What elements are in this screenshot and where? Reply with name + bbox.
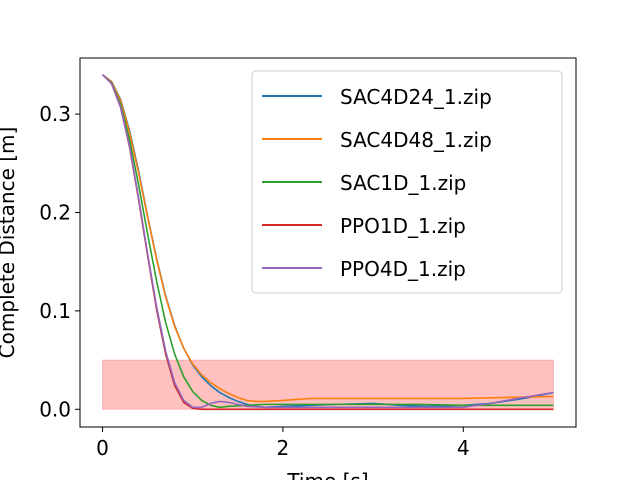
plot-frame <box>79 57 577 428</box>
legend-label-3: SAC1D_1.zip <box>340 171 466 195</box>
legend-label-4: PPO1D_1.zip <box>340 214 466 238</box>
legend-frame <box>251 70 563 294</box>
series-line-5 <box>101 74 554 409</box>
target-band-layer <box>102 359 554 410</box>
legend-items: SAC4D24_1.zip SAC4D48_1.zip SAC1D_1.zip PPO… <box>262 85 492 281</box>
legend-label-5: PPO4D_1.zip <box>340 257 466 281</box>
y-tick-label: 0.3 <box>39 102 71 126</box>
y-tick-label: 0.1 <box>39 299 71 323</box>
series-layer <box>101 74 554 411</box>
legend-label-2: SAC4D48_1.zip <box>340 128 492 152</box>
legend: SAC4D24_1.zip SAC4D48_1.zip SAC1D_1.zip PPO… <box>251 70 563 294</box>
x-tick-label: 4 <box>457 436 470 460</box>
y-axis-label: Complete Distance [m] <box>0 127 19 359</box>
y-tick-label: 0.0 <box>39 397 71 421</box>
legend-label-1: SAC4D24_1.zip <box>340 85 492 109</box>
x-tick-label: 0 <box>96 436 109 460</box>
x-axis-ticks: 0 2 4 <box>96 427 470 460</box>
series-line-2 <box>102 74 554 403</box>
target-band <box>102 359 554 410</box>
x-axis-label: Time [s] <box>286 469 368 480</box>
y-axis-ticks: 0.0 0.1 0.2 0.3 <box>39 102 80 421</box>
x-tick-label: 2 <box>277 436 290 460</box>
y-tick-label: 0.2 <box>39 200 71 224</box>
series-line-3 <box>102 74 554 409</box>
